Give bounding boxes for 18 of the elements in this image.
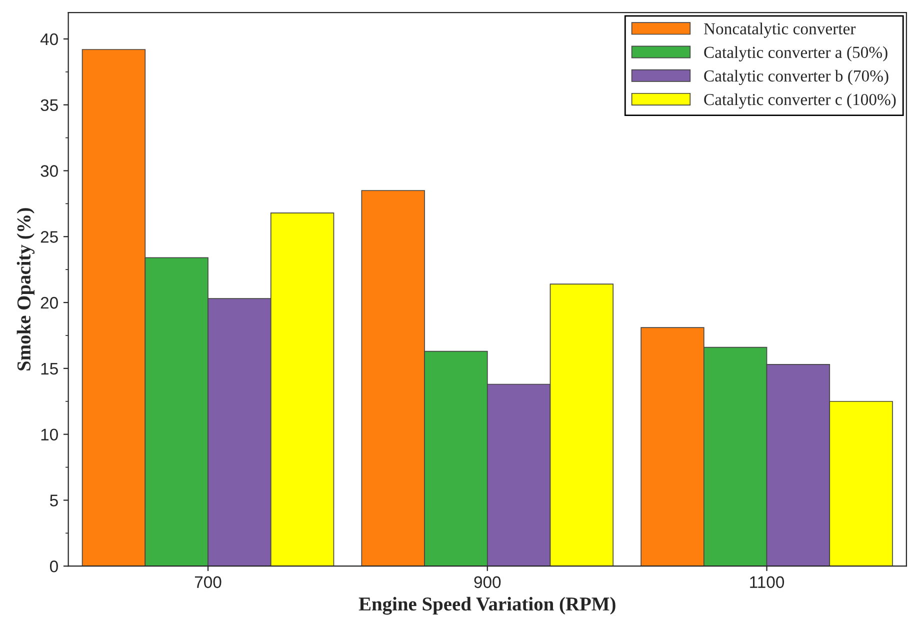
y-tick-label: 5	[50, 494, 58, 506]
x-tick-label: 1100	[750, 576, 784, 588]
legend-label: Catalytic converter b (70%)	[704, 70, 888, 86]
y-tick-label: 30	[40, 165, 58, 177]
legend-label: Catalytic converter c (100%)	[704, 93, 896, 109]
x-axis-title: Engine Speed Variation (RPM)	[358, 596, 616, 615]
legend-label: Noncatalytic converter	[704, 22, 856, 38]
y-tick-label: 20	[40, 296, 58, 309]
x-tick-label: 900	[474, 576, 501, 588]
y-tick-label: 15	[41, 362, 58, 375]
y-tick-label: 10	[41, 428, 58, 441]
y-tick-label: 40	[40, 33, 58, 46]
y-tick-label: 35	[40, 99, 58, 112]
y-tick-label: 25	[40, 231, 58, 243]
legend-label: Catalytic converter a (50%)	[704, 46, 888, 62]
y-tick-label: 0	[50, 560, 58, 572]
y-axis-title: Smoke Opacity (%)	[16, 208, 35, 370]
x-tick-label: 700	[194, 576, 222, 588]
